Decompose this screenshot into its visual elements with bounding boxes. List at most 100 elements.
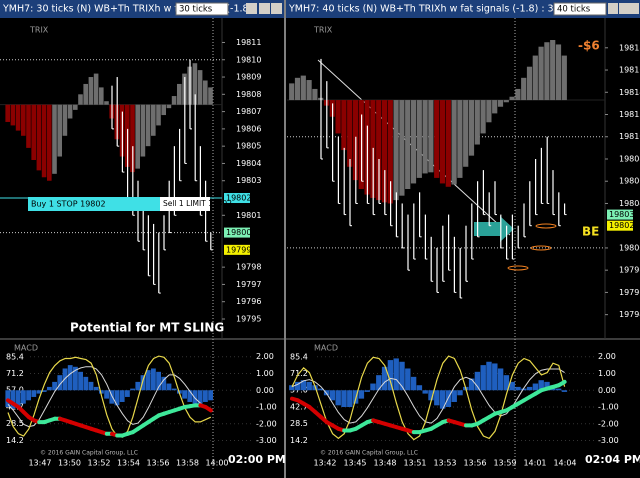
macd-bar: [329, 390, 336, 401]
price-marker: [607, 209, 633, 220]
x-tick-label: 13:56: [146, 459, 169, 468]
trix-bar: [67, 104, 73, 119]
x-tick-label: 13:53: [433, 459, 456, 468]
trix-bar: [130, 104, 135, 173]
trix-bar: [294, 77, 301, 101]
interval-dropdown[interactable]: [553, 2, 607, 16]
macd-bar: [306, 381, 312, 391]
macd-bar: [492, 363, 498, 391]
trix-bar: [341, 100, 347, 151]
trix-bar: [93, 73, 99, 105]
macd-bar: [192, 390, 198, 404]
trix-bar: [486, 100, 492, 123]
y-tick-label: 19794: [619, 310, 640, 319]
trix-bar: [544, 42, 550, 101]
annotation: BE: [582, 225, 599, 239]
x-tick-label: 13:45: [343, 459, 366, 468]
macd-bar: [381, 366, 388, 391]
trix-bar: [41, 104, 47, 178]
interval-dropdown[interactable]: [175, 2, 229, 16]
macd-bar: [135, 381, 141, 391]
y-tick-label: 19812: [619, 110, 640, 119]
x-tick-label: 13:54: [117, 459, 140, 468]
trix-bar: [526, 66, 533, 101]
window-controls[interactable]: [608, 3, 639, 14]
macd-bar: [41, 390, 47, 392]
macd-bar: [88, 381, 94, 391]
trix-bar: [177, 83, 182, 105]
trix-bar: [145, 104, 151, 147]
trix-bar: [515, 88, 521, 101]
trix-bar: [503, 100, 509, 103]
y-tick-label: 19811: [236, 38, 261, 47]
trix-bar: [21, 104, 26, 136]
macd-bar: [503, 375, 510, 391]
macd-bar: [57, 375, 63, 391]
macd-bar: [73, 366, 78, 391]
macd-bar: [387, 360, 394, 391]
y-tick-label: 19808: [236, 90, 261, 99]
trix-bar: [347, 100, 353, 167]
copyright: © 2016 GAIN Capital Group, LLC: [320, 450, 418, 457]
y-tick-label: 19806: [619, 177, 640, 186]
macd-bar: [182, 390, 187, 399]
macd-bar: [318, 388, 324, 391]
y-tick-label: 19810: [619, 132, 640, 141]
y-tick-label: 19805: [236, 142, 261, 151]
y2-tick-label: -2.00: [256, 419, 277, 428]
y2-tick-label: 0.00: [256, 386, 274, 395]
y-tick-label: 19796: [236, 297, 261, 306]
order-box[interactable]: [28, 197, 160, 211]
macd-bar: [78, 371, 83, 391]
interval-text: 30 ticks: [179, 5, 213, 15]
macd-bar: [405, 368, 411, 391]
trix-bar: [387, 100, 393, 204]
y-tick-label: 19818: [619, 43, 640, 52]
order-marker: [535, 223, 557, 229]
order-box[interactable]: [160, 197, 210, 211]
trix-bar: [52, 104, 57, 174]
macd-bar: [532, 383, 539, 391]
trix-bar: [192, 63, 198, 105]
trix-bar: [492, 100, 498, 114]
panel-label: TRIX: [29, 26, 49, 35]
macd-bar: [203, 390, 208, 402]
macd-bar: [486, 361, 492, 391]
x-tick-label: 13:51: [403, 459, 426, 468]
x-tick-label: 14:00: [205, 459, 228, 468]
macd-bar: [171, 388, 177, 391]
y2-tick-label: -3.00: [256, 436, 277, 445]
trix-bar: [445, 100, 451, 187]
window-controls[interactable]: [246, 3, 282, 14]
y-tick-label: 19807: [236, 107, 261, 116]
macd-bar: [67, 365, 73, 391]
trix-bar: [151, 104, 156, 136]
y-tick-label: 19803: [236, 176, 261, 185]
yellow-line: [7, 355, 212, 438]
trix-bar: [73, 104, 78, 110]
price-marker: [224, 227, 250, 238]
macd-bar: [99, 390, 104, 394]
trix-bar: [497, 100, 504, 107]
y-tick-label: 71.2: [6, 369, 24, 378]
trix-bar: [550, 40, 556, 101]
trix-bar: [376, 100, 382, 201]
trix-bar: [140, 104, 146, 157]
annotation: Potential for MT SLING: [70, 321, 224, 335]
macd-bar: [47, 386, 52, 391]
macd-bar: [109, 390, 115, 404]
macd-bar: [347, 390, 353, 408]
macd-bar: [451, 390, 457, 402]
macd-bar: [104, 390, 109, 399]
signal-segment: [556, 379, 567, 388]
trix-bar: [83, 83, 88, 105]
white-line: [7, 366, 212, 428]
y-tick-label: 19795: [236, 314, 261, 323]
trix-bar: [88, 77, 94, 105]
x-tick-label: 14:04: [553, 459, 576, 468]
copyright: © 2016 GAIN Capital Group, LLC: [40, 450, 138, 457]
x-tick-label: 13:50: [58, 459, 81, 468]
title-bar[interactable]: [286, 0, 640, 18]
trix-bar: [474, 100, 480, 145]
